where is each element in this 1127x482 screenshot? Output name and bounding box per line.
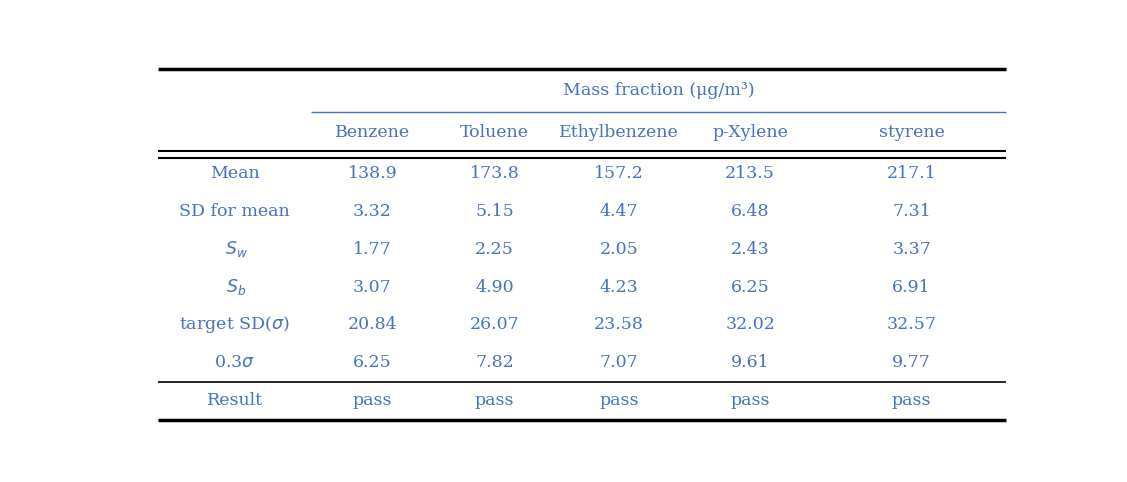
Text: Result: Result	[206, 392, 263, 409]
Text: pass: pass	[600, 392, 639, 409]
Text: 1.77: 1.77	[353, 241, 392, 257]
Text: Toluene: Toluene	[460, 124, 529, 142]
Text: 7.07: 7.07	[600, 354, 639, 371]
Text: $S_b$: $S_b$	[227, 277, 247, 297]
Text: Mean: Mean	[210, 165, 259, 182]
Text: 2.25: 2.25	[476, 241, 514, 257]
Text: SD for mean: SD for mean	[179, 203, 290, 220]
Text: pass: pass	[353, 392, 392, 409]
Text: 6.91: 6.91	[893, 279, 931, 295]
Text: 157.2: 157.2	[594, 165, 644, 182]
Text: 32.57: 32.57	[887, 316, 937, 334]
Text: 23.58: 23.58	[594, 316, 644, 334]
Text: 7.82: 7.82	[476, 354, 514, 371]
Text: target SD($\sigma$): target SD($\sigma$)	[179, 314, 290, 335]
Text: 5.15: 5.15	[476, 203, 514, 220]
Text: 6.25: 6.25	[353, 354, 392, 371]
Text: 9.61: 9.61	[730, 354, 770, 371]
Text: Mass fraction (μg/m³): Mass fraction (μg/m³)	[562, 82, 754, 99]
Text: 6.25: 6.25	[730, 279, 770, 295]
Text: 26.07: 26.07	[470, 316, 520, 334]
Text: 173.8: 173.8	[470, 165, 520, 182]
Text: Ethylbenzene: Ethylbenzene	[559, 124, 678, 142]
Text: 217.1: 217.1	[887, 165, 937, 182]
Text: 9.77: 9.77	[893, 354, 931, 371]
Text: 3.37: 3.37	[893, 241, 931, 257]
Text: 7.31: 7.31	[893, 203, 931, 220]
Text: 3.32: 3.32	[353, 203, 392, 220]
Text: p-Xylene: p-Xylene	[712, 124, 788, 142]
Text: styrene: styrene	[879, 124, 944, 142]
Text: 32.02: 32.02	[725, 316, 775, 334]
Text: 0.3$\sigma$: 0.3$\sigma$	[214, 354, 256, 371]
Text: 2.05: 2.05	[600, 241, 639, 257]
Text: 4.47: 4.47	[600, 203, 638, 220]
Text: 20.84: 20.84	[347, 316, 397, 334]
Text: pass: pass	[474, 392, 514, 409]
Text: pass: pass	[730, 392, 770, 409]
Text: 4.90: 4.90	[476, 279, 514, 295]
Text: Benzene: Benzene	[335, 124, 410, 142]
Text: $S_w$: $S_w$	[225, 239, 248, 259]
Text: 138.9: 138.9	[347, 165, 397, 182]
Text: 3.07: 3.07	[353, 279, 392, 295]
Text: pass: pass	[891, 392, 931, 409]
Text: 4.23: 4.23	[600, 279, 639, 295]
Text: 6.48: 6.48	[730, 203, 770, 220]
Text: 213.5: 213.5	[725, 165, 775, 182]
Text: 2.43: 2.43	[730, 241, 770, 257]
